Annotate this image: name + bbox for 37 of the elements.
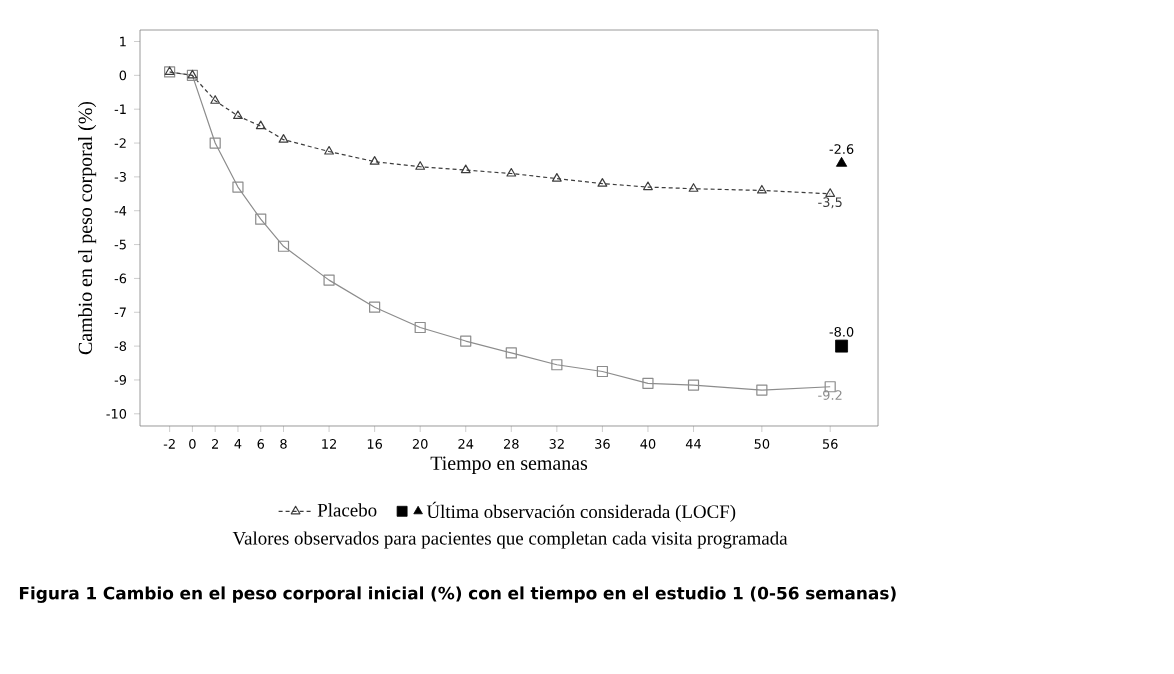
- y-axis-title: Cambio en el peso corporal (%): [78, 101, 97, 355]
- point: [835, 339, 848, 353]
- point: [596, 365, 609, 378]
- point: [255, 213, 267, 225]
- point: [324, 145, 334, 155]
- point: [551, 359, 563, 371]
- point: [277, 240, 290, 252]
- point: [460, 164, 471, 174]
- point: [642, 377, 654, 389]
- point: [369, 301, 381, 313]
- point: [643, 181, 653, 191]
- legend-label: Placebo: [317, 503, 377, 517]
- legend-label: Última observación considerada (LOCF): [426, 501, 736, 522]
- point: [597, 178, 608, 187]
- point: [835, 156, 848, 167]
- point: [505, 347, 517, 359]
- point: [506, 167, 517, 177]
- point: [825, 188, 836, 197]
- point: [756, 384, 768, 396]
- point: [688, 183, 699, 192]
- text: Figura 1 Cambio en el peso corporal inicial (%) con el tiempo en el estudio 1 (0-56 semanas): [19, 586, 896, 603]
- point: [323, 274, 335, 286]
- point: [232, 181, 244, 193]
- point: [414, 321, 426, 334]
- x-axis-title: Tiempo en semanas: [430, 456, 588, 474]
- point: [756, 184, 767, 194]
- point: [460, 335, 472, 347]
- point: [551, 172, 562, 182]
- point: [255, 120, 266, 130]
- point: [209, 137, 221, 149]
- point: [210, 95, 221, 104]
- point: [369, 156, 380, 165]
- point: [687, 379, 700, 391]
- point: [278, 134, 289, 143]
- text: Valores observados para pacientes que completan cada visita programada: [232, 531, 788, 549]
- point: [415, 161, 426, 170]
- point: [233, 110, 243, 120]
